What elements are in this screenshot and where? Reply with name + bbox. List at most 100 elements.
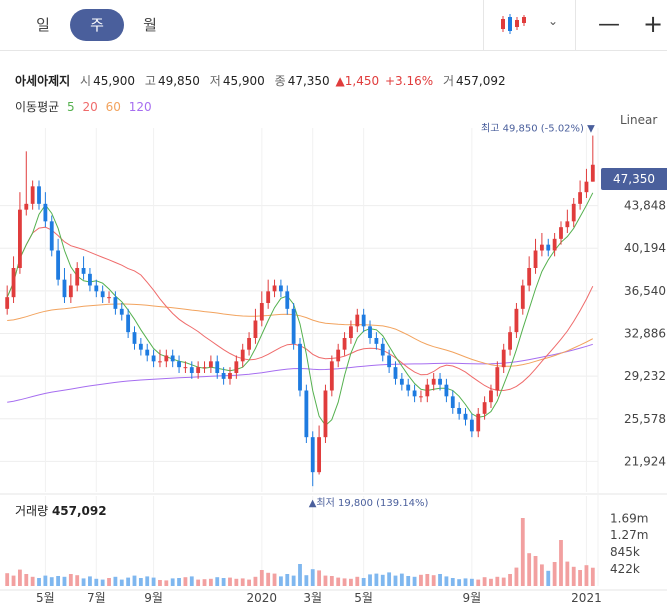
candle-body — [329, 361, 334, 391]
candle-body — [546, 244, 551, 251]
volume-bar — [62, 576, 67, 586]
price-tick-label: 21,924 — [624, 454, 666, 468]
volume-bar — [145, 576, 150, 586]
open-label: 시 — [80, 74, 92, 88]
zoom-in-icon[interactable]: + — [643, 10, 664, 38]
candle-body — [215, 361, 220, 373]
time-tick-label: 7월 — [87, 591, 106, 605]
volume-bar — [119, 579, 124, 586]
volume-bar — [221, 578, 226, 586]
price-tick-label: 32,886 — [624, 326, 666, 340]
candle-body — [323, 390, 328, 438]
volume-bar — [546, 570, 551, 586]
volume-bar — [158, 580, 162, 586]
period-week-tab[interactable]: 주 — [70, 9, 124, 41]
volume-tick-label: 1.69m — [610, 511, 648, 525]
volume-panel-label: 거래량 457,092 — [15, 502, 107, 519]
volume-bar — [68, 574, 73, 586]
volume-bar — [571, 566, 576, 586]
zoom-out-icon[interactable]: — — [598, 12, 620, 37]
candle-body — [37, 186, 41, 204]
ma-legend[interactable]: 이동평균 5 20 60 120 — [15, 98, 152, 115]
time-tick-label: 5월 — [354, 591, 373, 605]
volume-bar — [520, 518, 525, 586]
candle-body — [151, 355, 156, 362]
toolbar-divider — [483, 0, 484, 50]
candle-body — [387, 355, 392, 368]
volume-bar — [329, 576, 334, 586]
toolbar-divider — [575, 0, 576, 50]
ma-60-line — [7, 303, 594, 367]
price-tick-label: 36,540 — [624, 284, 666, 298]
volume-bar — [590, 567, 595, 586]
candle-body — [463, 413, 468, 420]
candle-body — [158, 361, 162, 363]
volume-bar — [253, 576, 258, 586]
volume-bar — [489, 578, 493, 586]
volume-panel-value: 457,092 — [51, 504, 107, 518]
ma-5: 5 — [67, 100, 75, 114]
change-percent: +3.16% — [384, 74, 434, 88]
time-tick-label: 9월 — [144, 591, 163, 605]
candle-body — [56, 250, 61, 280]
volume-bar — [43, 575, 48, 586]
volume-bar — [578, 570, 582, 586]
candle-body — [138, 343, 143, 350]
period-month-tab[interactable]: 월 — [143, 16, 157, 34]
candle-body — [310, 437, 315, 473]
ma-120: 120 — [128, 100, 152, 114]
candle-body — [419, 396, 423, 398]
candle-body — [438, 378, 442, 385]
candle-body — [126, 314, 131, 333]
volume-bar — [469, 578, 474, 586]
toolbar: 일 주 월 ⌄ — + — [0, 0, 667, 51]
candle-body — [183, 367, 188, 369]
volume-bar — [5, 573, 10, 586]
low-annotation: ▲최저 19,800 (139.14%) — [309, 497, 429, 509]
volume-bar — [425, 574, 430, 586]
candle-body — [514, 308, 519, 333]
candle-body — [208, 361, 213, 368]
chevron-down-icon[interactable]: ⌄ — [548, 14, 559, 28]
candlestick-type-icon[interactable] — [500, 12, 526, 36]
candle-body — [24, 203, 29, 210]
high-label: 고 — [144, 74, 156, 88]
volume-bar — [539, 564, 544, 586]
candle-body — [164, 355, 169, 362]
volume-bar — [508, 574, 512, 586]
volume-bar — [81, 578, 86, 586]
candle-body — [584, 181, 589, 193]
time-tick-label: 5월 — [36, 591, 55, 605]
volume-bar — [107, 578, 111, 586]
volume-bar — [132, 575, 137, 586]
volume-bar — [463, 578, 468, 586]
candle-body — [221, 373, 226, 379]
volume-bar — [37, 578, 41, 586]
candle-body — [253, 320, 258, 338]
time-tick-label: 2021 — [571, 591, 602, 605]
volume-bar — [11, 575, 16, 586]
volume-bar — [482, 577, 487, 586]
volume-bar — [304, 575, 309, 586]
volume-bar — [495, 576, 500, 586]
period-day-tab[interactable]: 일 — [36, 16, 50, 34]
candle-body — [145, 349, 150, 356]
time-tick-label: 3월 — [303, 591, 322, 605]
volume-bar — [380, 574, 385, 586]
volume-bar — [88, 576, 92, 586]
candle-body — [278, 285, 283, 292]
candle-body — [234, 361, 239, 373]
candle-body — [272, 285, 277, 292]
volume-bar — [342, 578, 347, 586]
candle-body — [240, 349, 245, 362]
candle-body — [177, 361, 181, 368]
volume-bar — [94, 578, 99, 586]
price-tick-label: 29,232 — [624, 369, 666, 383]
volume-value: 457,092 — [456, 74, 506, 88]
candle-body — [393, 367, 398, 379]
volume-bar — [368, 574, 372, 586]
time-tick-label: 2020 — [247, 591, 278, 605]
candle-body — [298, 343, 302, 391]
candle-body — [43, 203, 48, 222]
